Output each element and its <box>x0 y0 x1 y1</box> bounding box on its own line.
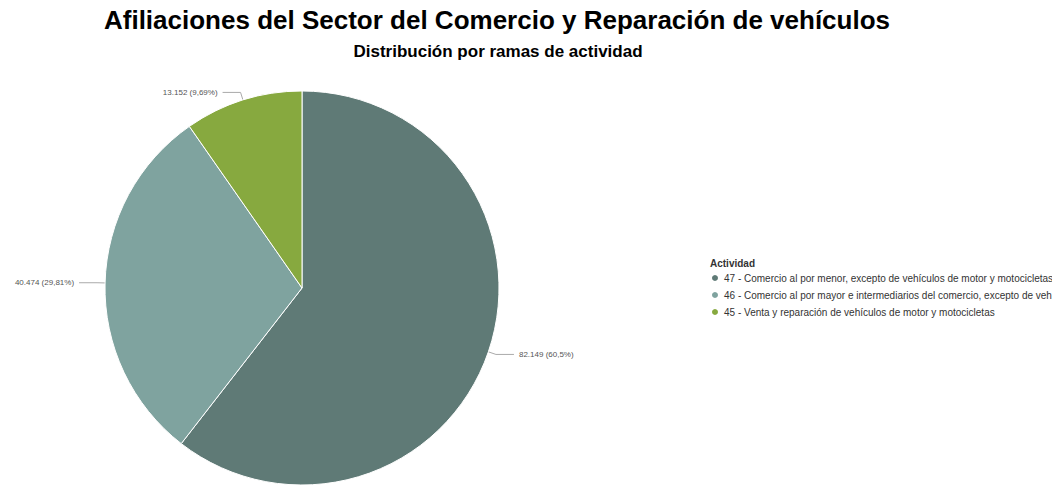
svg-text:Afiliaciones del Sector del Co: Afiliaciones del Sector del Comercio y R… <box>104 5 890 35</box>
svg-text:40.474 (29,81%): 40.474 (29,81%) <box>15 278 74 287</box>
svg-text:13.152 (9,69%): 13.152 (9,69%) <box>163 88 218 97</box>
svg-text:82.149 (60,5%): 82.149 (60,5%) <box>519 350 574 359</box>
svg-text:Distribución por ramas de acti: Distribución por ramas de actividad <box>353 42 642 61</box>
svg-text:47 - Comercio al por menor, ex: 47 - Comercio al por menor, excepto de v… <box>724 273 1052 284</box>
svg-text:46 - Comercio al por mayor e i: 46 - Comercio al por mayor e intermediar… <box>724 290 1052 301</box>
svg-text:Actividad: Actividad <box>710 258 755 269</box>
svg-text:45 - Venta y reparación de veh: 45 - Venta y reparación de vehículos de … <box>724 307 995 318</box>
